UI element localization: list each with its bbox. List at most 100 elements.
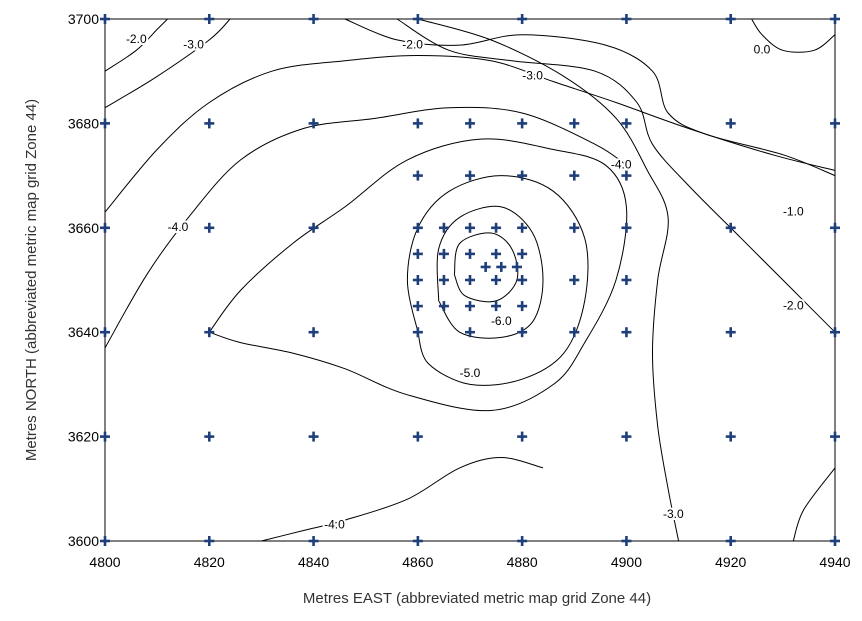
- plot-frame: [104, 18, 836, 542]
- survey-point: [465, 275, 475, 285]
- contour-label-1: -3.0: [183, 37, 204, 51]
- y-axis-title: Metres NORTH (abbreviated metric map gri…: [23, 99, 40, 461]
- survey-point: [725, 14, 736, 24]
- survey-point: [308, 118, 319, 129]
- contour-line-6: [104, 106, 627, 349]
- survey-point: [725, 118, 736, 129]
- survey-point: [517, 327, 528, 338]
- survey-point: [830, 14, 840, 24]
- contour-label-4: -3.0: [522, 69, 543, 83]
- survey-point: [517, 536, 528, 546]
- survey-point: [465, 301, 475, 312]
- contour-line-4: [751, 18, 836, 53]
- x-tick-label: 4880: [507, 554, 538, 570]
- contour-label-11: -3.0: [663, 507, 684, 521]
- x-axis-ticks: 4800 4820 4840 4860 4880 4900 4920 4940: [89, 554, 850, 570]
- survey-point: [308, 14, 319, 24]
- survey-point: [465, 118, 475, 129]
- survey-point: [621, 536, 632, 546]
- survey-point: [465, 170, 475, 181]
- survey-point: [569, 222, 580, 233]
- survey-point: [204, 222, 215, 233]
- contour-line-9: [261, 456, 544, 542]
- contour-label-12: -4.0: [324, 518, 345, 532]
- y-tick-label: 3620: [68, 429, 99, 445]
- survey-point: [100, 327, 110, 338]
- contour-label-6: -1.0: [783, 204, 804, 218]
- survey-point: [412, 275, 423, 285]
- survey-point: [621, 118, 632, 129]
- x-axis-title: Metres EAST (abbreviated metric map grid…: [303, 590, 651, 607]
- contour-label-8: -2.0: [783, 298, 804, 312]
- survey-point: [100, 536, 110, 546]
- contour-line-5: [396, 18, 836, 333]
- survey-point: [465, 248, 475, 259]
- survey-point: [438, 248, 449, 259]
- survey-point: [517, 170, 528, 181]
- contour-line-13: [792, 467, 836, 542]
- survey-point: [465, 222, 475, 233]
- survey-point: [465, 327, 475, 338]
- x-tick-label: 4900: [611, 554, 642, 570]
- survey-point: [830, 536, 840, 546]
- contour-label-3: 0.0: [754, 42, 771, 56]
- survey-point: [100, 431, 110, 442]
- survey-point: [491, 275, 502, 285]
- survey-point: [308, 327, 319, 338]
- survey-point: [412, 14, 423, 24]
- contour-label-5: -4.0: [611, 157, 632, 171]
- survey-point: [412, 327, 423, 338]
- survey-point: [517, 248, 528, 259]
- survey-point: [308, 222, 319, 233]
- survey-point: [100, 14, 110, 24]
- y-tick-label: 3680: [68, 115, 99, 131]
- y-tick-label: 3660: [68, 220, 99, 236]
- survey-point: [496, 261, 507, 272]
- survey-point: [491, 248, 502, 259]
- survey-point: [438, 222, 449, 233]
- y-axis-ticks: 3600 3620 3640 3660 3680 3700: [68, 11, 99, 549]
- contour-line-2: [104, 54, 836, 213]
- survey-point: [412, 431, 423, 442]
- survey-point: [100, 222, 110, 233]
- survey-point: [725, 327, 736, 338]
- survey-point: [438, 301, 449, 312]
- survey-point: [830, 431, 840, 442]
- y-tick-label: 3600: [68, 533, 99, 549]
- x-tick-label: 4800: [89, 554, 120, 570]
- survey-point: [830, 327, 840, 338]
- contour-line-11: [436, 205, 544, 339]
- contour-labels: -2.0 -3.0 -2.0 0.0 -3.0 -4.0 -1.0 -4.0 -2.0 -6.0 -…: [124, 30, 806, 533]
- survey-point: [517, 275, 528, 285]
- y-tick-label: 3640: [68, 324, 99, 340]
- contour-label-9: -6.0: [491, 314, 512, 328]
- survey-point: [830, 118, 840, 129]
- x-tick-label: 4840: [298, 554, 329, 570]
- survey-point: [204, 536, 215, 546]
- x-tick-label: 4940: [819, 554, 850, 570]
- survey-point: [621, 222, 632, 233]
- survey-point: [491, 301, 502, 312]
- survey-point: [725, 536, 736, 546]
- survey-point: [412, 301, 423, 312]
- survey-points: [100, 14, 840, 546]
- x-tick-label: 4920: [715, 554, 746, 570]
- survey-point: [412, 536, 423, 546]
- contour-line-7: [417, 18, 680, 542]
- survey-point: [621, 431, 632, 442]
- contour-line-1: [104, 18, 231, 109]
- survey-point: [308, 431, 319, 442]
- survey-point: [412, 170, 423, 181]
- survey-point: [725, 222, 736, 233]
- contour-line-3: [344, 18, 836, 177]
- survey-point: [569, 327, 580, 338]
- survey-point: [491, 222, 502, 233]
- survey-point: [308, 536, 319, 546]
- survey-point: [412, 248, 423, 259]
- survey-point: [621, 327, 632, 338]
- survey-point: [438, 275, 449, 285]
- survey-point: [412, 118, 423, 129]
- contour-label-0: -2.0: [126, 32, 147, 46]
- survey-point: [621, 14, 632, 24]
